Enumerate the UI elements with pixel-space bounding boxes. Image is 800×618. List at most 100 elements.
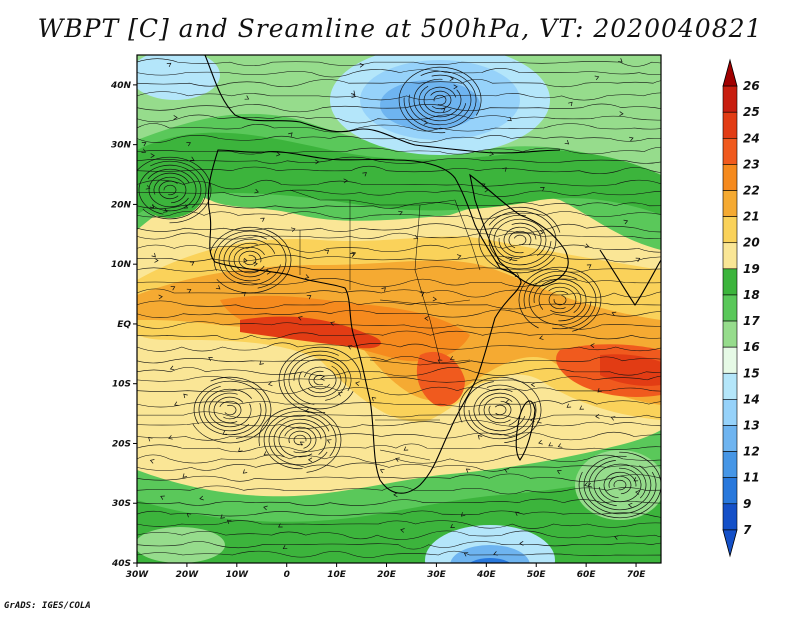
streamline xyxy=(137,443,661,453)
colorbar-top-arrow xyxy=(722,58,738,87)
streamline xyxy=(238,250,262,270)
region-green-nw-eddy xyxy=(137,162,205,218)
streamline-arrow xyxy=(166,62,172,68)
streamline-arrow xyxy=(456,254,462,259)
streamline-arrow xyxy=(154,258,159,263)
streamline-arrow xyxy=(508,256,513,262)
africa-coastline xyxy=(207,149,522,494)
streamline-arrow xyxy=(594,75,600,81)
lon-tick-label: 20W xyxy=(176,570,200,580)
streamline xyxy=(137,321,661,330)
streamline xyxy=(137,309,661,318)
streamline xyxy=(137,254,661,263)
colorbar-swatch xyxy=(722,242,738,270)
streamline xyxy=(153,176,187,204)
streamline xyxy=(224,404,237,416)
streamline-arrow xyxy=(350,90,356,95)
colorbar-swatch xyxy=(722,216,738,244)
streamline xyxy=(137,288,661,298)
lat-tick-label: 10N xyxy=(111,260,132,270)
streamline-arrow xyxy=(530,382,536,388)
streamline xyxy=(583,455,657,515)
streamline xyxy=(298,365,342,398)
streamline xyxy=(258,406,342,473)
streamline-arrow xyxy=(505,399,510,405)
streamline-arrow xyxy=(343,178,348,184)
streamline xyxy=(137,520,661,529)
streamline xyxy=(208,392,252,428)
streamline xyxy=(213,230,287,289)
streamline xyxy=(213,396,244,424)
lon-axis: 30W 20W 10W 0 10E 20E 30E 40E 50E 60E 70E xyxy=(126,563,646,580)
streamline-arrow xyxy=(315,159,320,165)
streamline xyxy=(508,230,532,249)
streamline-arrow xyxy=(564,139,570,145)
streamline xyxy=(192,376,272,444)
streamline-arrow xyxy=(173,115,178,120)
streamline-arrow xyxy=(477,435,483,440)
streamline xyxy=(418,85,462,118)
region-south-lightgreen xyxy=(575,450,661,520)
streamline-arrow xyxy=(183,204,189,209)
streamlines xyxy=(137,58,661,558)
streamline-arrow xyxy=(168,435,173,440)
streamline xyxy=(137,223,661,233)
streamline-arrow xyxy=(432,296,437,302)
colorbar-label: 22 xyxy=(743,184,760,198)
lon-tick-label: 10E xyxy=(327,570,347,580)
coastlines xyxy=(204,55,661,494)
streamline-arrow xyxy=(627,502,633,508)
streamline-arrow xyxy=(614,535,619,540)
streamline-arrow xyxy=(243,257,248,263)
streamline-arrow xyxy=(189,261,195,266)
lon-tick-label: 60E xyxy=(577,570,597,580)
streamline-arrow xyxy=(618,58,623,63)
streamline xyxy=(273,418,327,458)
streamline xyxy=(233,246,265,274)
lon-tick-label: 40E xyxy=(476,570,497,580)
streamline xyxy=(473,388,526,432)
region-equator-red xyxy=(240,316,381,349)
streamline-arrow xyxy=(324,249,330,255)
lat-tick-label: 30S xyxy=(112,499,131,509)
lat-axis: 40N 30N 20N 10N EQ 10S 20S 30S 40S xyxy=(110,81,137,569)
streamline-arrow xyxy=(449,356,455,361)
streamline-arrow xyxy=(566,403,572,408)
streamline xyxy=(137,485,661,495)
streamline-arrow xyxy=(149,459,155,464)
streamline xyxy=(137,541,661,550)
streamline xyxy=(137,367,661,377)
streamline xyxy=(137,156,212,224)
streamline xyxy=(528,274,592,326)
region-east-darkred xyxy=(600,354,661,386)
streamline xyxy=(308,370,330,390)
streamline-arrow xyxy=(595,414,600,419)
streamline-arrow xyxy=(141,142,147,147)
streamline-arrow xyxy=(226,519,232,525)
colorbar-swatch xyxy=(722,425,738,452)
lat-tick-label: 40N xyxy=(110,81,132,91)
streamline-arrow xyxy=(449,76,454,82)
streamline xyxy=(137,78,661,88)
streamline-arrow xyxy=(463,552,469,557)
streamline xyxy=(278,346,362,414)
streamline xyxy=(137,135,661,143)
streamline xyxy=(163,184,177,196)
lat-tick-label: 30N xyxy=(111,141,132,151)
streamline xyxy=(193,380,267,439)
streamline-arrow xyxy=(538,439,543,445)
streamline-arrow xyxy=(299,441,305,446)
streamline xyxy=(198,385,262,436)
streamline-arrow xyxy=(371,396,377,402)
streamline xyxy=(523,270,597,330)
streamline-arrow xyxy=(150,153,155,159)
streamline-arrow xyxy=(590,343,595,348)
colorbar-label: 26 xyxy=(743,79,760,93)
streamline-arrow xyxy=(338,392,343,397)
streamline xyxy=(588,460,652,511)
colorbar-label: 11 xyxy=(743,471,760,485)
streamline-arrow xyxy=(145,185,151,190)
grads-credit: GrADS: IGES/COLA xyxy=(4,601,91,611)
lat-tick-label: EQ xyxy=(117,320,131,330)
